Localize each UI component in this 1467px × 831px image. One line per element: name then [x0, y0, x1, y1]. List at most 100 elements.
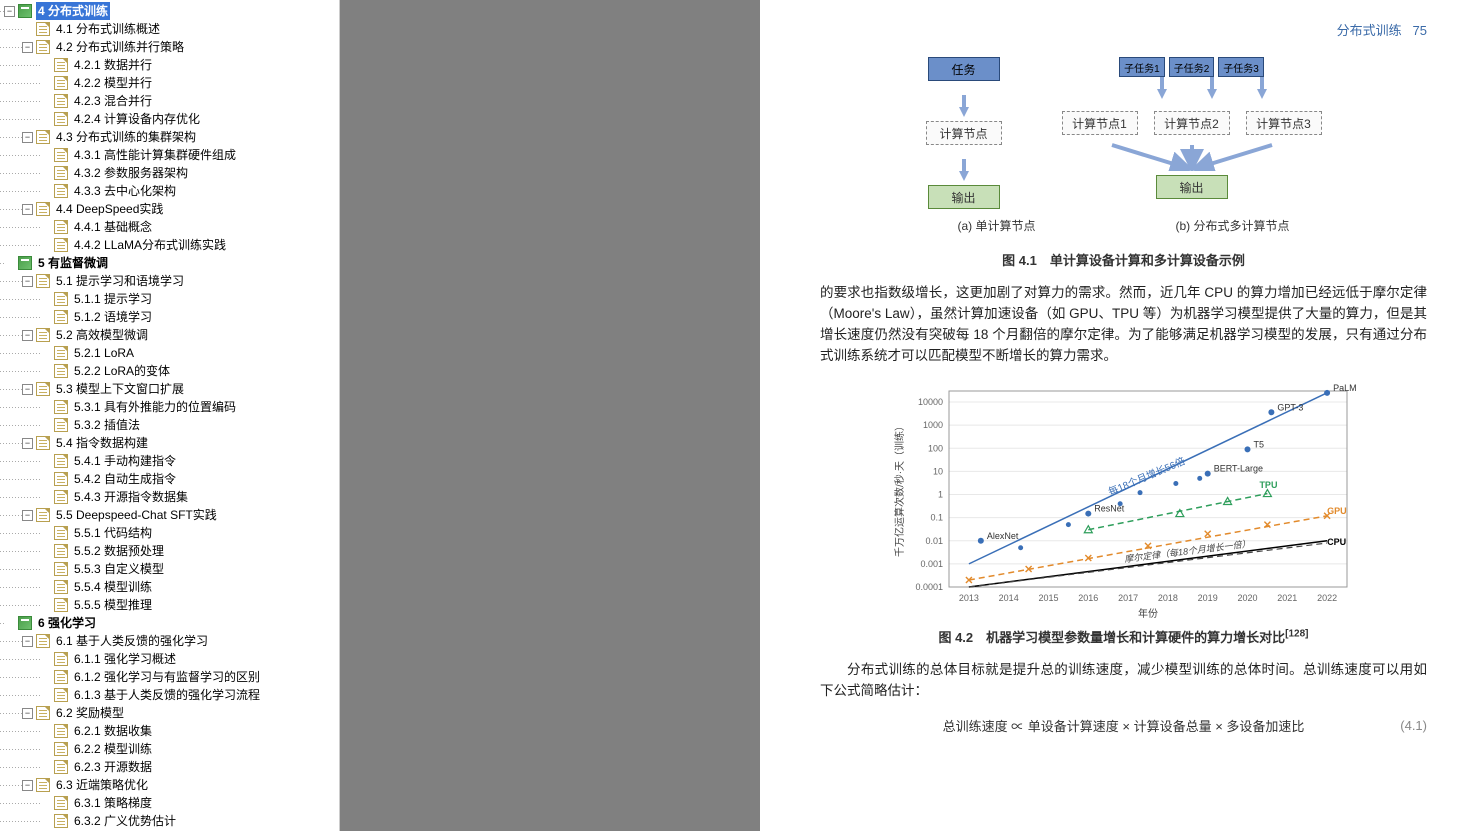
- tree-toggle-spacer: [40, 222, 51, 233]
- page-icon: [54, 760, 68, 774]
- outline-item[interactable]: − 4.2 分布式训练并行策略: [0, 38, 339, 56]
- outline-item[interactable]: 5.1.2 语境学习: [0, 308, 339, 326]
- page-icon: [54, 580, 68, 594]
- collapse-icon[interactable]: −: [22, 708, 33, 719]
- outline-item[interactable]: 6.1.1 强化学习概述: [0, 650, 339, 668]
- compute-node-box: 计算节点3: [1246, 111, 1322, 135]
- outline-item[interactable]: 5.2.2 LoRA的变体: [0, 362, 339, 380]
- outline-item[interactable]: 4.3.2 参数服务器架构: [0, 164, 339, 182]
- page-icon: [36, 40, 50, 54]
- tree-toggle-spacer: [40, 96, 51, 107]
- outline-item[interactable]: 6.3.1 策略梯度: [0, 794, 339, 812]
- tree-toggle-spacer: [40, 528, 51, 539]
- tree-indent: [0, 542, 40, 560]
- tree-toggle-spacer: [40, 564, 51, 575]
- outline-item[interactable]: 4.2.2 模型并行: [0, 74, 339, 92]
- outline-item[interactable]: 5.4.3 开源指令数据集: [0, 488, 339, 506]
- tree-toggle-spacer: [40, 366, 51, 377]
- task-box: 任务: [928, 57, 1000, 81]
- outline-item-label: 6.2 奖励模型: [54, 704, 126, 722]
- figure-4-1: 任务 计算节点 输出 子任务1 子任务2 子任务3 计算节点1 计算节点2 计算…: [820, 57, 1427, 209]
- outline-item-label: 4.2 分布式训练并行策略: [54, 38, 186, 56]
- tree-indent: [0, 308, 40, 326]
- collapse-icon[interactable]: −: [22, 330, 33, 341]
- outline-item[interactable]: 4.1 分布式训练概述: [0, 20, 339, 38]
- subtask-box: 子任务1: [1119, 57, 1165, 77]
- collapse-icon[interactable]: −: [22, 384, 33, 395]
- outline-item[interactable]: 4.4.2 LLaMA分布式训练实践: [0, 236, 339, 254]
- collapse-icon[interactable]: −: [22, 132, 33, 143]
- figure-4-2-title: 图 4.2 机器学习模型参数量增长和计算硬件的算力增长对比[128]: [820, 627, 1427, 646]
- svg-text:1000: 1000: [922, 420, 942, 430]
- tree-indent: [0, 38, 22, 56]
- outline-item-label: 5.1.1 提示学习: [72, 290, 154, 308]
- outline-item[interactable]: − 6.2 奖励模型: [0, 704, 339, 722]
- outline-item[interactable]: 4.2.1 数据并行: [0, 56, 339, 74]
- outline-item[interactable]: −5.5 Deepspeed-Chat SFT实践: [0, 506, 339, 524]
- outline-item[interactable]: 5.4.1 手动构建指令: [0, 452, 339, 470]
- collapse-icon[interactable]: −: [22, 42, 33, 53]
- outline-item[interactable]: −4.3 分布式训练的集群架构: [0, 128, 339, 146]
- outline-item[interactable]: −5.2 高效模型微调: [0, 326, 339, 344]
- outline-item[interactable]: 6.2.3 开源数据: [0, 758, 339, 776]
- outline-item[interactable]: − 6.3 近端策略优化: [0, 776, 339, 794]
- diagram-multi-node: 子任务1 子任务2 子任务3 计算节点1 计算节点2 计算节点3: [1062, 57, 1322, 209]
- chart-svg: 0.00010.0010.010.11101001000100002013201…: [889, 381, 1359, 621]
- outline-item[interactable]: −4 分布式训练: [0, 2, 339, 20]
- outline-item[interactable]: −4.4 DeepSpeed实践: [0, 200, 339, 218]
- outline-item[interactable]: 5.3.1 具有外推能力的位置编码: [0, 398, 339, 416]
- page-icon: [54, 526, 68, 540]
- outline-item-label: 5.1.2 语境学习: [72, 308, 154, 326]
- outline-item[interactable]: 4.2.3 混合并行: [0, 92, 339, 110]
- diagram-single-node: 任务 计算节点 输出: [926, 57, 1002, 209]
- collapse-icon[interactable]: −: [22, 438, 33, 449]
- collapse-icon[interactable]: −: [4, 6, 15, 17]
- outline-item[interactable]: 5.4.2 自动生成指令: [0, 470, 339, 488]
- chapter-icon: [18, 616, 32, 630]
- figure-4-2: 0.00010.0010.010.11101001000100002013201…: [889, 381, 1359, 621]
- outline-item[interactable]: 5.2.1 LoRA: [0, 344, 339, 362]
- outline-item-label: 5.5.4 模型训练: [72, 578, 154, 596]
- outline-item[interactable]: 4.3.3 去中心化架构: [0, 182, 339, 200]
- outline-item[interactable]: 5.5.2 数据预处理: [0, 542, 339, 560]
- outline-sidebar[interactable]: −4 分布式训练4.1 分布式训练概述 − 4.2 分布式训练并行策略4.2.1 数…: [0, 0, 340, 831]
- outline-item[interactable]: 5.3.2 插值法: [0, 416, 339, 434]
- outline-item[interactable]: 6.1.3 基于人类反馈的强化学习流程: [0, 686, 339, 704]
- outline-item[interactable]: 6 强化学习: [0, 614, 339, 632]
- outline-item[interactable]: 4.4.1 基础概念: [0, 218, 339, 236]
- outline-item[interactable]: 6.2.2 模型训练: [0, 740, 339, 758]
- collapse-icon[interactable]: −: [22, 204, 33, 215]
- page-icon: [54, 400, 68, 414]
- chapter-icon: [18, 256, 32, 270]
- page-icon: [54, 310, 68, 324]
- svg-text:2018: 2018: [1157, 593, 1177, 603]
- tree-indent: [0, 146, 40, 164]
- outline-item[interactable]: −5.3 模型上下文窗口扩展: [0, 380, 339, 398]
- outline-item[interactable]: 4.2.4 计算设备内存优化: [0, 110, 339, 128]
- outline-item[interactable]: 5.5.5 模型推理: [0, 596, 339, 614]
- outline-item-label: 6 强化学习: [36, 614, 98, 632]
- outline-item[interactable]: 6.2.1 数据收集: [0, 722, 339, 740]
- outline-item[interactable]: 5 有监督微调: [0, 254, 339, 272]
- outline-item[interactable]: 4.3.1 高性能计算集群硬件组成: [0, 146, 339, 164]
- outline-item[interactable]: 5.5.3 自定义模型: [0, 560, 339, 578]
- outline-item[interactable]: −6.1 基于人类反馈的强化学习: [0, 632, 339, 650]
- outline-item-label: 6.3 近端策略优化: [54, 776, 150, 794]
- collapse-icon[interactable]: −: [22, 636, 33, 647]
- outline-item[interactable]: −5.1 提示学习和语境学习: [0, 272, 339, 290]
- tree-indent: [0, 164, 40, 182]
- outline-item[interactable]: −5.4 指令数据构建: [0, 434, 339, 452]
- page-icon: [36, 22, 50, 36]
- outline-item[interactable]: 6.1.2 强化学习与有监督学习的区别: [0, 668, 339, 686]
- outline-item-label: 4.2.3 混合并行: [72, 92, 154, 110]
- outline-item[interactable]: 5.1.1 提示学习: [0, 290, 339, 308]
- tree-indent: [0, 272, 22, 290]
- collapse-icon[interactable]: −: [22, 510, 33, 521]
- tree-toggle-spacer: [40, 726, 51, 737]
- outline-item[interactable]: 5.5.1 代码结构: [0, 524, 339, 542]
- collapse-icon[interactable]: −: [22, 276, 33, 287]
- outline-item[interactable]: 6.3.2 广义优势估计: [0, 812, 339, 830]
- output-box: 输出: [1156, 175, 1228, 199]
- collapse-icon[interactable]: −: [22, 780, 33, 791]
- outline-item[interactable]: 5.5.4 模型训练: [0, 578, 339, 596]
